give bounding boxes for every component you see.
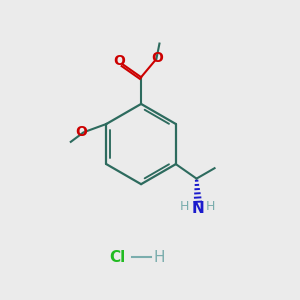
Text: N: N — [192, 201, 204, 216]
Text: H: H — [206, 200, 215, 213]
Text: Cl: Cl — [109, 250, 125, 265]
Text: O: O — [113, 54, 125, 68]
Text: O: O — [75, 125, 87, 139]
Text: H: H — [153, 250, 165, 265]
Text: H: H — [180, 200, 189, 213]
Text: O: O — [152, 51, 164, 65]
